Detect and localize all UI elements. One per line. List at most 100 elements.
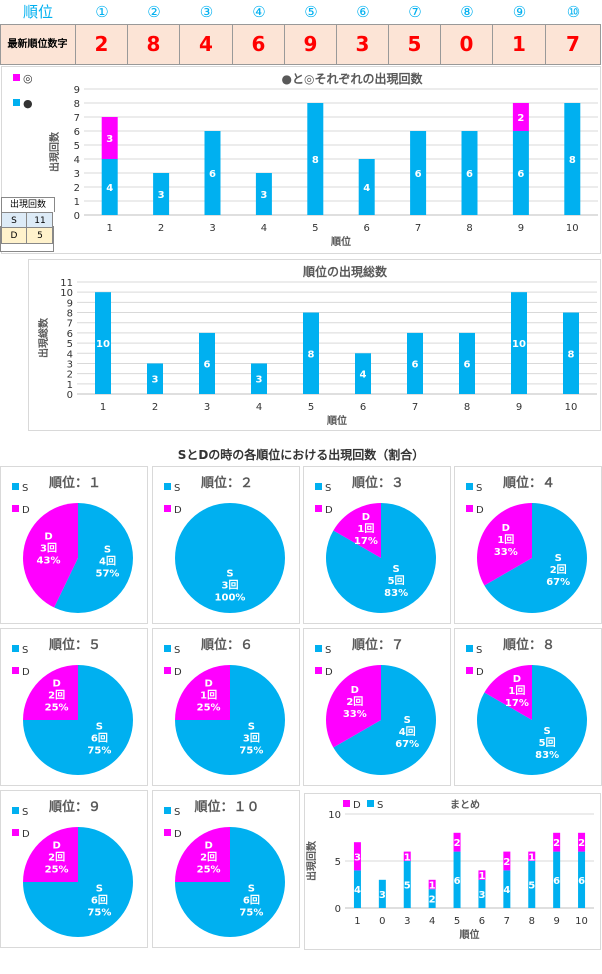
- summary-chart-panel: 0 5 10 1 4 3 0 3 3 5 1 4 2 1 5 6 2 6 3 1 7 4 2 8 5 1 9 6 2 10 6 2 まとめ 順位 出…: [304, 793, 601, 950]
- data-label: 6: [464, 359, 471, 370]
- pie-slice-d: [175, 827, 230, 882]
- data-label: 6: [204, 359, 211, 370]
- bar: [503, 870, 511, 908]
- pie-title: 順位：４: [503, 475, 555, 491]
- pie-label-d: 2回: [346, 696, 363, 708]
- bar: [358, 159, 375, 215]
- data-label: 2: [553, 838, 560, 849]
- rank-symbol: ⑨: [512, 3, 527, 21]
- data-label: 4: [503, 885, 510, 896]
- bar: [303, 312, 319, 394]
- pie-panel: 順位：６ S D S 3回 75% D 1回 25%: [152, 628, 300, 786]
- pie-label-d: 33%: [343, 709, 367, 720]
- pie-panel: 順位：９ S D S 6回 75% D 2回 25%: [0, 790, 148, 948]
- y-tick-label: 7: [67, 319, 73, 330]
- legend-swatch-d: [13, 74, 20, 81]
- data-label: 3: [354, 852, 361, 863]
- pie-label-s: S: [96, 883, 103, 894]
- legend-label-d: D: [476, 505, 484, 516]
- pie-panel: 順位：５ S D S 6回 75% D 2回 25%: [0, 628, 148, 786]
- y-tick-label: 11: [60, 278, 73, 289]
- pie-label-s: 6回: [91, 894, 108, 906]
- chart-title: ●と◎それぞれの出現回数: [282, 71, 424, 86]
- legend-label-s: S: [325, 483, 331, 494]
- pie-title: 順位：７: [352, 637, 404, 653]
- pie-label-s: 83%: [535, 750, 559, 761]
- x-tick-label: 10: [575, 916, 588, 927]
- y-tick-label: 5: [67, 339, 73, 350]
- pie-label-s: 75%: [87, 907, 111, 918]
- legend-swatch-d: [466, 505, 473, 512]
- x-tick-label: 3: [209, 223, 215, 234]
- legend-label-s: S: [174, 807, 180, 818]
- data-label: 8: [308, 349, 315, 360]
- bar: [403, 851, 411, 861]
- bar: [255, 173, 272, 215]
- bar: [453, 851, 461, 908]
- bar: [478, 879, 486, 908]
- latest-label: 最新順位数字: [0, 24, 76, 65]
- latest-digit: 3: [337, 24, 389, 65]
- rank-symbol: ⑩: [566, 3, 581, 21]
- pie-label-s: 2回: [550, 564, 567, 576]
- legend-swatch-d: [164, 667, 171, 674]
- y-tick-label: 3: [67, 359, 73, 370]
- chart-title: まとめ: [450, 799, 480, 811]
- x-tick-label: 4: [261, 223, 267, 234]
- data-label: 1: [528, 852, 535, 863]
- x-tick-label: 4: [256, 402, 262, 413]
- pie-label-d: D: [351, 685, 359, 696]
- pie-label-d: 2回: [200, 852, 217, 864]
- legend-swatch-s: [315, 483, 322, 490]
- bar: [553, 851, 561, 908]
- pie-slice-d: [23, 503, 78, 608]
- legend-label-s: S: [22, 807, 28, 818]
- legend-swatch-d: [12, 829, 19, 836]
- bar: [410, 131, 427, 215]
- pie-panel: 順位：２ S D S 3回 100%: [152, 466, 300, 624]
- bar: [428, 889, 436, 908]
- latest-row-bg: [0, 24, 601, 65]
- x-tick-label: 3: [404, 916, 410, 927]
- pie-label-s: 57%: [96, 569, 120, 580]
- legend-swatch-s: [12, 645, 19, 652]
- y-tick-label: 0: [74, 211, 80, 222]
- pie-label-s: 4回: [399, 726, 416, 738]
- pie-label-s: 75%: [239, 907, 263, 918]
- total-count-chart: 0123456789101111023364358647686910108順位の…: [37, 264, 597, 427]
- data-label: 8: [569, 155, 576, 166]
- chart-title: 順位の出現総数: [302, 264, 388, 279]
- x-tick-label: 6: [364, 223, 370, 234]
- bar: [553, 832, 561, 852]
- pie-label-s: 6回: [91, 732, 108, 744]
- bar: [153, 173, 170, 215]
- x-tick-label: 2: [152, 402, 158, 413]
- pie-label-d: 2回: [48, 690, 65, 702]
- bar: [459, 332, 475, 394]
- pie-title: 順位：１０: [194, 799, 259, 815]
- y-tick-label: 4: [74, 155, 80, 166]
- legend-label-s: S: [476, 483, 482, 494]
- side-table-key: D: [2, 228, 27, 243]
- pie-label-d: 25%: [45, 703, 69, 714]
- pie-title: 順位：１: [49, 475, 101, 491]
- pie-label-s: S: [104, 545, 111, 556]
- y-axis-title: 出現総数: [37, 317, 50, 358]
- bar: [199, 332, 215, 394]
- legend-label-s: S: [22, 483, 28, 494]
- bar: [528, 861, 536, 908]
- legend-label-d: D: [22, 505, 30, 516]
- bar: [512, 131, 529, 215]
- pie-label-s: S: [393, 564, 400, 575]
- legend-label-d: D: [174, 505, 182, 516]
- data-label: 6: [517, 169, 524, 180]
- pie-title: 順位：６: [201, 637, 253, 653]
- data-label: 10: [512, 339, 526, 350]
